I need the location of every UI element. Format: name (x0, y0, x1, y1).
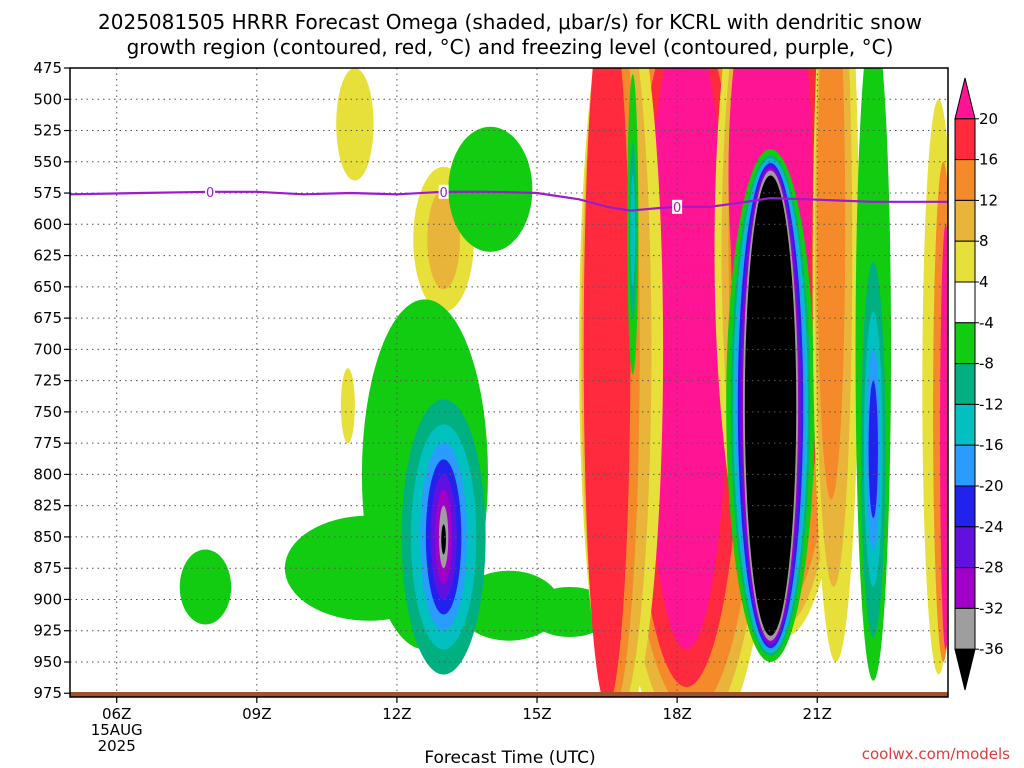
colorbar-label-3: 8 (979, 232, 989, 250)
freezing-level-label-2: 0 (673, 201, 681, 216)
y-tick-label-925: 925 (33, 622, 62, 640)
colorbar-swatch-8 (954, 403, 976, 446)
y-tick-label-800: 800 (33, 465, 62, 483)
y-tick-label-550: 550 (33, 153, 62, 171)
freezing-level-label-1: 0 (439, 186, 447, 201)
colorbar-label-1: 16 (979, 151, 998, 169)
x-tick-label-15Z: 15Z (522, 705, 551, 723)
y-tick-label-750: 750 (33, 403, 62, 421)
freezing-level-contour: 0 0 0 (69, 184, 948, 216)
x-axis-title: Forecast Time (UTC) (424, 748, 595, 768)
colorbar-label-7: -12 (979, 395, 1004, 413)
y-tick-label-775: 775 (33, 434, 62, 452)
colorbar-label-5: -4 (979, 314, 994, 332)
colorbar-swatch-2 (954, 159, 976, 201)
y-tick-label-600: 600 (33, 215, 62, 233)
omega-region-neg4-5 (179, 549, 232, 625)
y-tick-label-825: 825 (33, 497, 62, 515)
y-tick-label-850: 850 (33, 528, 62, 546)
colorbar-swatch-9 (954, 444, 976, 487)
colorbar-label-11: -28 (979, 559, 1004, 577)
y-tick-label-650: 650 (33, 278, 62, 296)
omega-region-pos20-49 (940, 224, 948, 650)
colorbar: 20 16 12 8 4 -4 -8 -12 -16 -20 -24 -28 -32 -36 (954, 77, 1004, 691)
colorbar-label-9: -20 (979, 477, 1004, 495)
y-tick-label-700: 700 (33, 340, 62, 358)
x-tick-label-21Z: 21Z (803, 705, 832, 723)
omega-region-pos4-3 (340, 368, 355, 444)
title-line-1: 2025081505 HRRR Forecast Omega (shaded, … (98, 10, 922, 34)
colorbar-swatch-4 (954, 240, 976, 283)
omega-region-pos4-0 (336, 68, 374, 181)
colorbar-label-12: -32 (979, 599, 1004, 617)
omega-region-pos8-2 (427, 189, 460, 290)
ground-terrain (70, 691, 948, 697)
omega-region-pos20-22 (644, 68, 729, 650)
colorbar-swatch-10 (954, 485, 976, 528)
plot-frame (69, 67, 949, 698)
ground-strip (70, 691, 948, 697)
x-tick-label-09Z: 09Z (242, 705, 271, 723)
omega-region-neg12-34 (630, 174, 636, 287)
omega-region-neg36-43 (744, 175, 797, 636)
y-tick-label-975: 975 (33, 684, 62, 702)
y-tick-label-475: 475 (33, 59, 62, 77)
y-tick-label-525: 525 (33, 122, 62, 140)
y-tick-label-875: 875 (33, 559, 62, 577)
colorbar-label-8: -16 (979, 436, 1004, 454)
x-tick-label-12Z: 12Z (382, 705, 411, 723)
omega-region-pos16-26 (583, 68, 631, 697)
colorbar-swatch-5 (954, 281, 976, 324)
y-axis-pressure: 475 500 525 550 575 600 625 650 675 700 725 750 775 8… (33, 59, 70, 702)
colorbar-swatch-12 (954, 567, 976, 609)
y-tick-label-575: 575 (33, 184, 62, 202)
omega-region-neg20-54 (868, 380, 878, 519)
omega-shaded-regions (179, 68, 948, 697)
colorbar-swatch-6 (954, 322, 976, 365)
freezing-level-label-0: 0 (206, 186, 214, 201)
freezing-label-bg-1 (438, 184, 449, 199)
colorbar-label-10: -24 (979, 518, 1004, 536)
omega-region-neg4-4 (448, 126, 533, 252)
colorbar-swatch-1 (954, 118, 976, 161)
freezing-label-bg-0 (205, 184, 216, 199)
chart-title: 2025081505 HRRR Forecast Omega (shaded, … (98, 10, 922, 59)
y-tick-label-900: 900 (33, 590, 62, 608)
colorbar-swatch-7 (954, 363, 976, 405)
colorbar-label-6: -8 (979, 355, 994, 373)
x-tick-year: 2025 (98, 737, 136, 755)
y-tick-label-950: 950 (33, 653, 62, 671)
x-tick-label-18Z: 18Z (662, 705, 691, 723)
freezing-level-line (69, 190, 948, 212)
x-tick-date: 15AUG (91, 721, 143, 739)
colorbar-swatch-11 (954, 526, 976, 569)
y-tick-label-500: 500 (33, 90, 62, 108)
colorbar-swatch-3 (954, 199, 976, 242)
y-tick-label-725: 725 (33, 372, 62, 390)
colorbar-swatch-13 (954, 607, 976, 650)
site-credit: coolwx.com/models (862, 745, 1010, 763)
omega-region-neg36-17 (441, 524, 446, 555)
colorbar-top-arrow (954, 77, 976, 120)
plot-border (69, 67, 949, 698)
omega-region-pos12-46 (817, 68, 846, 500)
freezing-label-bg-2 (672, 199, 683, 214)
y-tick-label-625: 625 (33, 247, 62, 265)
colorbar-label-0: 20 (979, 110, 998, 128)
y-tick-label-675: 675 (33, 309, 62, 327)
colorbar-label-2: 12 (979, 191, 998, 209)
colorbar-bottom-arrow (954, 648, 976, 691)
title-line-2: growth region (contoured, red, °C) and f… (127, 35, 894, 59)
colorbar-label-13: -36 (979, 640, 1004, 658)
x-tick-label-06Z: 06Z (102, 705, 131, 723)
colorbar-label-4: 4 (979, 273, 989, 291)
